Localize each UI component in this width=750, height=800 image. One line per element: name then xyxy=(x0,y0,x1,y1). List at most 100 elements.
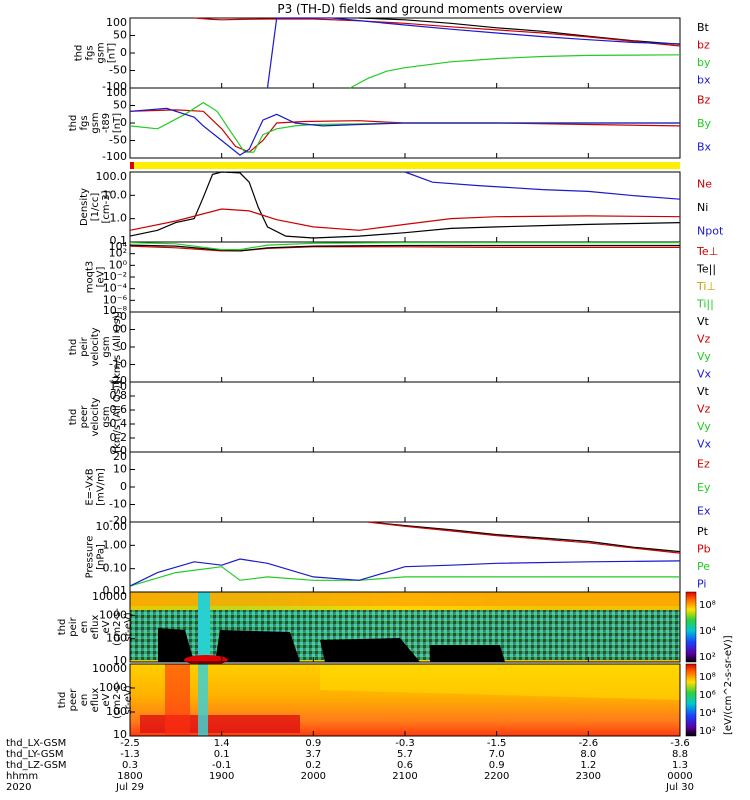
colorbar-tick: 10⁴ xyxy=(699,708,716,719)
x-value-hhmm: 1800 xyxy=(117,771,142,782)
y-tick-label: 0 xyxy=(120,340,127,353)
y-axis-label: thdpeervelocitygsm[km/s (All Qs)] xyxy=(68,381,123,453)
y-axis-label-line: velocity xyxy=(90,327,101,366)
ion-spec-cyan-stripe xyxy=(198,592,210,662)
y-tick-label: 0 xyxy=(120,116,127,129)
legend-Bt: Bt xyxy=(697,21,710,34)
ion-spec-black-2 xyxy=(215,630,300,662)
y-tick-label: 10.00 xyxy=(96,520,128,533)
series-line-bx xyxy=(266,17,681,89)
legend-Vz: Vz xyxy=(697,402,711,415)
legend-Ne: Ne xyxy=(697,178,712,191)
ion-spec-black-1 xyxy=(158,628,200,662)
x-value-lx: -2.6 xyxy=(579,738,599,749)
y-axis-label-line: Pressure xyxy=(85,536,96,579)
x-value-lx: -1.5 xyxy=(487,738,507,749)
y-tick-label: 100.0 xyxy=(96,170,128,183)
legend-Ey: Ey xyxy=(697,481,711,494)
y-axis-label-line: peir xyxy=(68,616,79,636)
y-axis-label-line: [cm-3] xyxy=(101,190,112,223)
colorbars: [eV/(cm^2-s-sr-eV)] xyxy=(685,591,734,737)
x-value-lz: 1.3 xyxy=(672,760,688,771)
legend-bx: bx xyxy=(697,73,711,86)
series-line-Npot xyxy=(404,171,681,200)
y-tick-label: 10⁻⁸ xyxy=(103,304,128,317)
x-value-lz: 0.2 xyxy=(305,760,321,771)
y-tick-label: 50 xyxy=(113,99,127,112)
y-axis-label-line: thd xyxy=(57,692,68,709)
electron-spec-cyan-stripe xyxy=(198,664,208,736)
series-line-Pi xyxy=(129,558,681,587)
x-row-label: thd_LX-GSM xyxy=(6,738,66,749)
ion-spectrogram xyxy=(130,592,680,665)
y-tick-label: 10 xyxy=(113,728,127,741)
series-line-By xyxy=(129,101,680,153)
x-value-lz: 0.9 xyxy=(489,760,505,771)
figure-title: P3 (TH-D) fields and ground moments over… xyxy=(277,2,562,16)
y-axis-label: moqt3[eV] xyxy=(85,261,107,294)
y-axis-label-line: sr-eV) xyxy=(123,685,134,714)
status-bar-red xyxy=(130,162,134,169)
y-axis-label-line: thd xyxy=(68,409,79,426)
legend-Ex: Ex xyxy=(697,504,711,517)
y-axis-label-line: velocity xyxy=(90,397,101,436)
y-axis-label: thdpeirvelocitygsm[km/s (All Qs)] xyxy=(68,311,123,383)
x-value-ly: 5.7 xyxy=(397,749,413,760)
y-axis-label-line: thd xyxy=(68,339,79,356)
legend-by: by xyxy=(697,56,711,69)
x-value-hhmm: 2300 xyxy=(576,771,601,782)
y-tick-label: 100 xyxy=(106,16,127,29)
y-tick-label: 10⁰ xyxy=(109,258,128,271)
x-value-date: Jul 29 xyxy=(115,782,144,793)
panel-frame-0 xyxy=(129,17,681,89)
x-value-ly: 8.0 xyxy=(580,749,596,760)
x-value-lz: 1.2 xyxy=(580,760,596,771)
electron-spec-red-band xyxy=(140,715,300,733)
y-tick-label: -10 xyxy=(109,498,127,511)
colorbar-tick: 10⁶ xyxy=(699,690,716,701)
series-line-Pb xyxy=(368,521,681,554)
y-tick-label: 50 xyxy=(113,29,127,42)
legend-Npot: Npot xyxy=(697,224,724,237)
y-axis-label-line: eflux xyxy=(90,688,101,713)
legend-Pi: Pi xyxy=(697,577,706,590)
x-value-hhmm: 2100 xyxy=(392,771,417,782)
series-line-Ne xyxy=(129,208,681,231)
y-axis-label-line: thd xyxy=(68,115,79,132)
y-tick-label: -20 xyxy=(109,374,127,387)
x-row-label: 2020 xyxy=(6,782,31,793)
legend-Ti||: Ti|| xyxy=(696,297,714,310)
x-value-lz: 0.6 xyxy=(397,760,413,771)
status-bar xyxy=(130,162,680,169)
y-tick-label: 0.0 xyxy=(110,444,128,457)
y-tick-label: 100 xyxy=(106,632,127,645)
legend-Te||: Te|| xyxy=(696,262,716,275)
colorbar-label: [eV/(cm^2-s-sr-eV)] xyxy=(723,635,734,735)
y-tick-label: 1.00 xyxy=(103,538,128,551)
ion-spec-high-band xyxy=(130,592,680,606)
legend-Bz: Bz xyxy=(697,94,711,107)
y-tick-label: 0.4 xyxy=(110,417,128,430)
y-axis-label: Density[1/cc][cm-3] xyxy=(79,188,112,226)
y-axis-label-line: -t89 xyxy=(101,113,112,133)
x-row-label: thd_LZ-GSM xyxy=(6,760,67,771)
x-value-ly: 7.0 xyxy=(489,749,505,760)
y-axis-label-line: [mV/m] xyxy=(96,468,107,506)
x-value-lx: 1.4 xyxy=(214,738,230,749)
y-tick-label: 0.6 xyxy=(110,403,128,416)
y-axis-label-line: eV xyxy=(101,620,112,633)
y-tick-label: 20 xyxy=(113,310,127,323)
y-tick-label: 10.0 xyxy=(103,188,128,201)
series-line-Te|| xyxy=(129,244,680,252)
legend-Pt: Pt xyxy=(697,525,709,538)
panel-frame-3 xyxy=(129,241,681,313)
colorbar-tick: 10⁸ xyxy=(699,672,716,683)
series-line-Pt xyxy=(368,521,681,553)
y-tick-label: 20 xyxy=(113,450,127,463)
electron-spec-yellow-region xyxy=(320,664,680,700)
y-axis-label: thdpeirenefluxeV(cm2-s-sr-eV) xyxy=(57,608,134,646)
series-line-Ti|| xyxy=(129,242,680,251)
x-value-lz: 0.3 xyxy=(122,760,138,771)
y-axis-label: thdfgsgsm-t89[nT] xyxy=(68,112,123,133)
